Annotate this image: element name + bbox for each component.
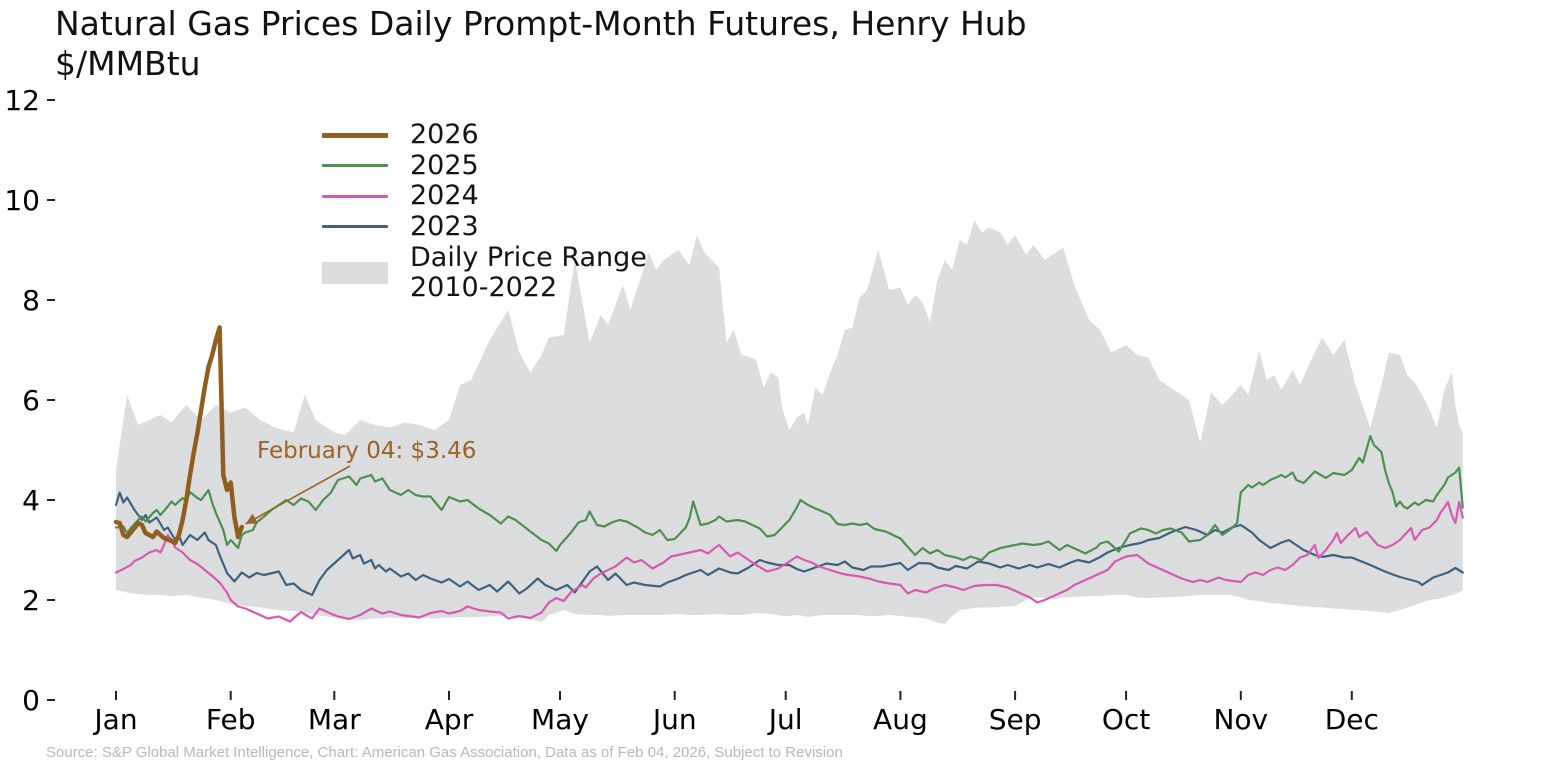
legend-item-2024: 2024 bbox=[322, 181, 647, 212]
series-2024 bbox=[114, 500, 1464, 623]
legend-label: Daily Price Range 2010-2022 bbox=[410, 242, 647, 303]
y-axis-unit-label: $/MMBtu bbox=[55, 44, 201, 83]
y-tick-label: 8 bbox=[22, 284, 40, 317]
chart-title-block: Natural Gas Prices Daily Prompt-Month Fu… bbox=[55, 4, 1027, 84]
series-group bbox=[113, 325, 1464, 623]
legend-line-2026-icon bbox=[322, 132, 388, 138]
x-tick-label: Jan bbox=[92, 703, 137, 736]
x-tick-label: Aug bbox=[873, 703, 928, 736]
legend-label: 2023 bbox=[410, 210, 479, 242]
x-tick-label: Jun bbox=[651, 703, 697, 736]
legend-line-2024-icon bbox=[322, 194, 388, 198]
series-2026 bbox=[113, 325, 245, 546]
annotation-label: February 04: $3.46 bbox=[257, 438, 477, 464]
legend-line-2025-icon bbox=[322, 164, 388, 168]
x-tick-label: Oct bbox=[1102, 703, 1150, 736]
legend-item-2023: 2023 bbox=[322, 210, 647, 243]
y-tick-label: 4 bbox=[22, 484, 40, 517]
legend-label: 2024 bbox=[410, 180, 479, 212]
legend-label: 2025 bbox=[410, 149, 479, 181]
x-tick-label: Mar bbox=[308, 703, 361, 736]
x-tick-label: Jul bbox=[767, 703, 803, 736]
y-tick-label: 6 bbox=[22, 384, 40, 417]
x-tick-label: Sep bbox=[989, 703, 1042, 736]
legend-label: 2026 bbox=[410, 119, 479, 151]
x-tick-label: Feb bbox=[206, 703, 256, 736]
x-tick-label: Apr bbox=[425, 703, 474, 736]
y-axis: 0 2 4 6 8 10 12 bbox=[4, 84, 55, 717]
legend: 2026 2025 2024 2023 Daily Price Range 20… bbox=[322, 120, 647, 304]
y-tick-label: 0 bbox=[22, 684, 40, 717]
source-note: Source: S&P Global Market Intelligence, … bbox=[46, 744, 843, 761]
series-2023 bbox=[114, 491, 1464, 597]
x-axis: Jan Feb Mar Apr May Jun Jul Aug Sep Oct Nov Dec bbox=[92, 691, 1379, 736]
band-group bbox=[116, 220, 1463, 624]
legend-band-swatch-icon bbox=[322, 262, 388, 284]
legend-item-2025: 2025 bbox=[322, 149, 647, 182]
y-tick-label: 10 bbox=[4, 184, 40, 217]
page-title: Natural Gas Prices Daily Prompt-Month Fu… bbox=[55, 4, 1027, 43]
series-2025 bbox=[114, 434, 1464, 562]
legend-line-2023-icon bbox=[322, 225, 388, 229]
x-tick-label: May bbox=[531, 703, 589, 736]
legend-item-daily-price-range: Daily Price Range 2010-2022 bbox=[322, 242, 647, 304]
legend-item-2026: 2026 bbox=[322, 120, 647, 151]
x-tick-label: Nov bbox=[1213, 703, 1268, 736]
x-tick-label: Dec bbox=[1325, 703, 1379, 736]
annotation-arrow bbox=[245, 465, 351, 525]
y-tick-label: 2 bbox=[22, 584, 40, 617]
y-tick-label: 12 bbox=[4, 84, 40, 117]
band-daily-price-range bbox=[116, 220, 1463, 624]
